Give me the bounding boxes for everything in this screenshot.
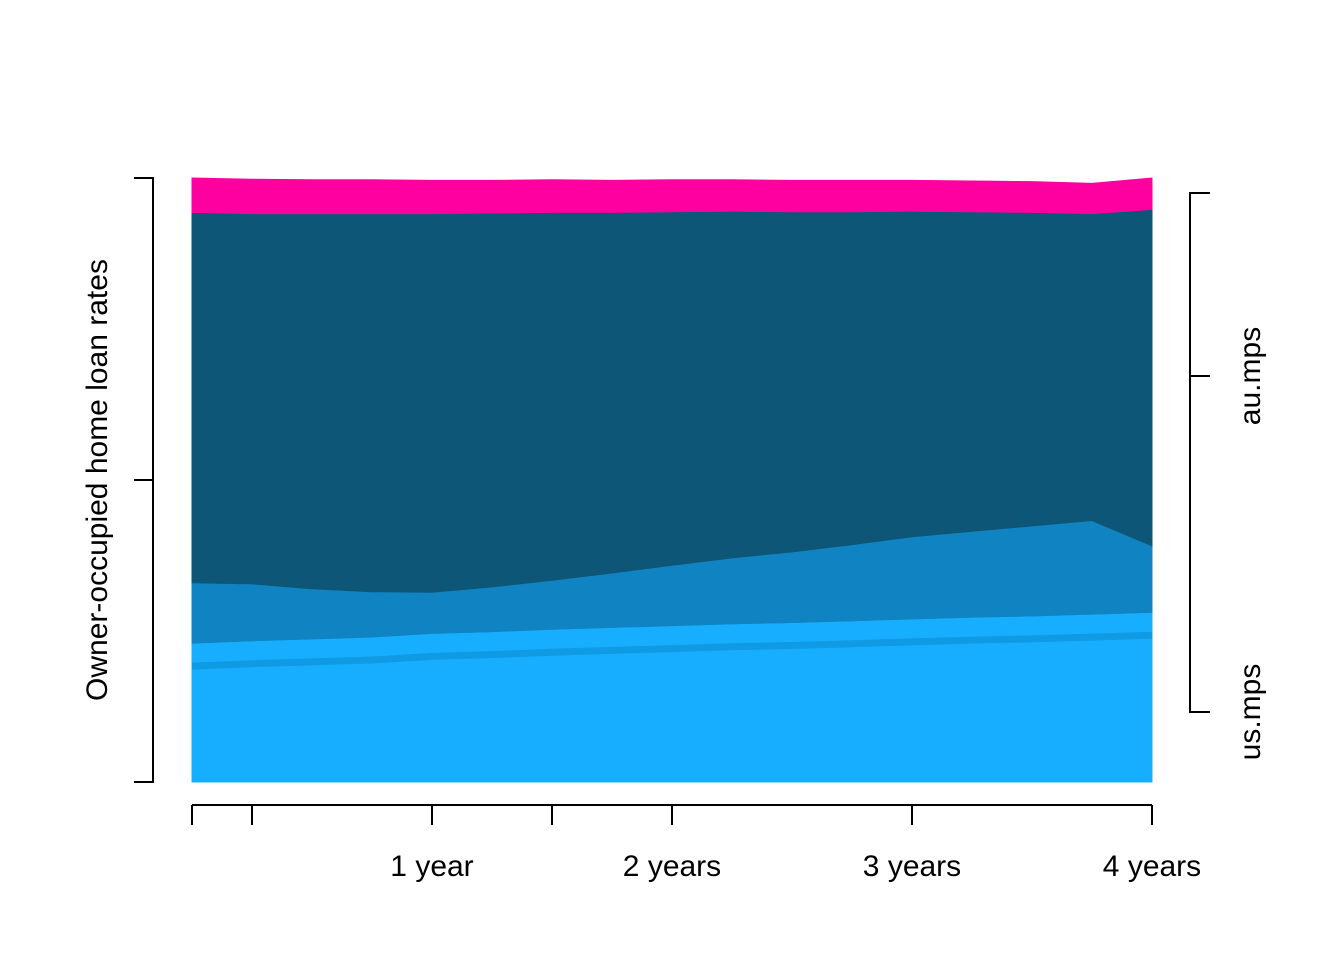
x-tick-labels: 1 year 2 years 3 years 4 years — [390, 850, 1201, 883]
x-axis — [191, 804, 1153, 825]
y-axis-title: Owner-occupied home loan rates — [81, 259, 114, 701]
area-series-1-line — [191, 631, 1153, 670]
x-tick-label: 4 years — [1103, 850, 1201, 883]
stacked-areas — [191, 177, 1153, 783]
right-axis-label-us: us.mps — [1234, 664, 1267, 761]
x-tick-label: 1 year — [390, 850, 473, 883]
y-axis — [134, 177, 154, 783]
x-tick-label: 2 years — [623, 850, 721, 883]
right-axis: us.mps au.mps — [1189, 192, 1267, 761]
x-tick-label: 3 years — [863, 850, 961, 883]
right-axis-label-au: au.mps — [1234, 327, 1267, 425]
area-series-4 — [191, 177, 1153, 215]
